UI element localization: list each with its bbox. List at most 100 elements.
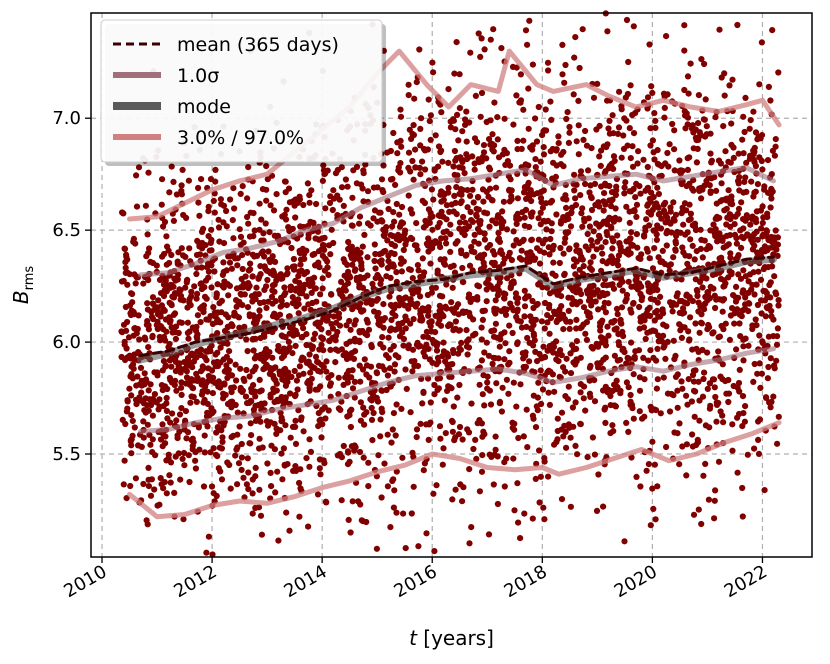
scatter-point [447, 221, 454, 228]
scatter-point [141, 370, 148, 377]
scatter-point [283, 302, 290, 309]
scatter-point [494, 136, 501, 143]
scatter-point [767, 404, 774, 411]
scatter-point [729, 421, 736, 428]
scatter-point [548, 220, 555, 227]
scatter-point [247, 266, 254, 273]
scatter-point [157, 475, 164, 482]
scatter-point [436, 219, 443, 227]
scatter-point [570, 91, 577, 98]
scatter-point [330, 187, 337, 194]
scatter-point [704, 349, 711, 356]
scatter-point [281, 292, 288, 299]
scatter-point [273, 425, 280, 432]
scatter-point [434, 267, 441, 274]
scatter-point [715, 348, 722, 355]
scatter-point [307, 448, 315, 455]
scatter-point [559, 71, 566, 78]
scatter-point [479, 452, 486, 459]
scatter-point [409, 368, 416, 375]
scatter-point [315, 410, 322, 417]
scatter-point [630, 23, 637, 30]
scatter-point [379, 409, 386, 416]
scatter-point [767, 355, 774, 362]
scatter-point [336, 314, 343, 321]
scatter-point [344, 379, 351, 386]
scatter-point [563, 196, 570, 203]
scatter-point [759, 339, 766, 347]
scatter-point [193, 270, 200, 278]
scatter-point [456, 71, 463, 78]
scatter-point [557, 220, 565, 227]
scatter-point [468, 400, 475, 407]
scatter-point [245, 284, 252, 292]
scatter-point [238, 466, 245, 473]
scatter-point [712, 215, 719, 222]
scatter-point [319, 177, 326, 184]
scatter-point [131, 424, 138, 431]
scatter-point [537, 473, 545, 480]
scatter-point [516, 215, 523, 222]
scatter-point [591, 377, 598, 384]
scatter-point [300, 325, 307, 332]
scatter-point [604, 97, 611, 104]
scatter-point [681, 200, 689, 207]
scatter-point [516, 240, 523, 247]
scatter-point [460, 213, 467, 221]
scatter-point [571, 54, 578, 61]
scatter-point [280, 445, 287, 452]
scatter-point [282, 395, 289, 402]
scatter-point [145, 169, 152, 176]
scatter-point [459, 128, 466, 135]
scatter-point [605, 165, 612, 172]
scatter-point [756, 360, 763, 367]
scatter-point [314, 386, 321, 393]
scatter-point [361, 231, 368, 238]
scatter-point [701, 369, 708, 376]
scatter-point [427, 136, 434, 143]
scatter-point [707, 150, 714, 157]
scatter-point [623, 117, 630, 124]
scatter-point [370, 215, 377, 222]
scatter-point [686, 336, 693, 343]
scatter-point [739, 513, 746, 520]
scatter-point [559, 41, 566, 49]
scatter-point [627, 82, 634, 89]
scatter-point [291, 367, 298, 375]
scatter-point [560, 326, 567, 333]
scatter-point [648, 407, 655, 414]
scatter-point [407, 266, 414, 273]
scatter-point [465, 336, 472, 343]
scatter-point [232, 255, 239, 262]
scatter-point [605, 125, 612, 132]
scatter-point [417, 125, 424, 132]
scatter-point [368, 404, 375, 412]
scatter-point [679, 443, 686, 450]
scatter-point [389, 302, 396, 310]
scatter-point [575, 122, 582, 129]
scatter-point [742, 273, 749, 280]
scatter-point [292, 342, 299, 349]
scatter-point [204, 388, 211, 395]
scatter-point [399, 454, 406, 461]
scatter-point [468, 243, 475, 251]
scatter-point [521, 287, 528, 294]
scatter-point [145, 464, 152, 471]
scatter-point [611, 326, 618, 333]
scatter-point [249, 251, 256, 258]
scatter-point [717, 275, 725, 282]
scatter-point [484, 379, 491, 386]
scatter-point [588, 237, 595, 244]
scatter-point [572, 442, 579, 449]
scatter-point [618, 154, 625, 161]
scatter-point [396, 211, 403, 218]
scatter-point [392, 181, 399, 188]
scatter-point [237, 190, 244, 197]
scatter-point [121, 457, 128, 464]
scatter-point [718, 180, 725, 187]
scatter-point [369, 437, 376, 444]
scatter-point [651, 296, 658, 303]
scatter-point [593, 246, 600, 253]
scatter-point [211, 268, 218, 275]
scatter-point [710, 221, 717, 228]
